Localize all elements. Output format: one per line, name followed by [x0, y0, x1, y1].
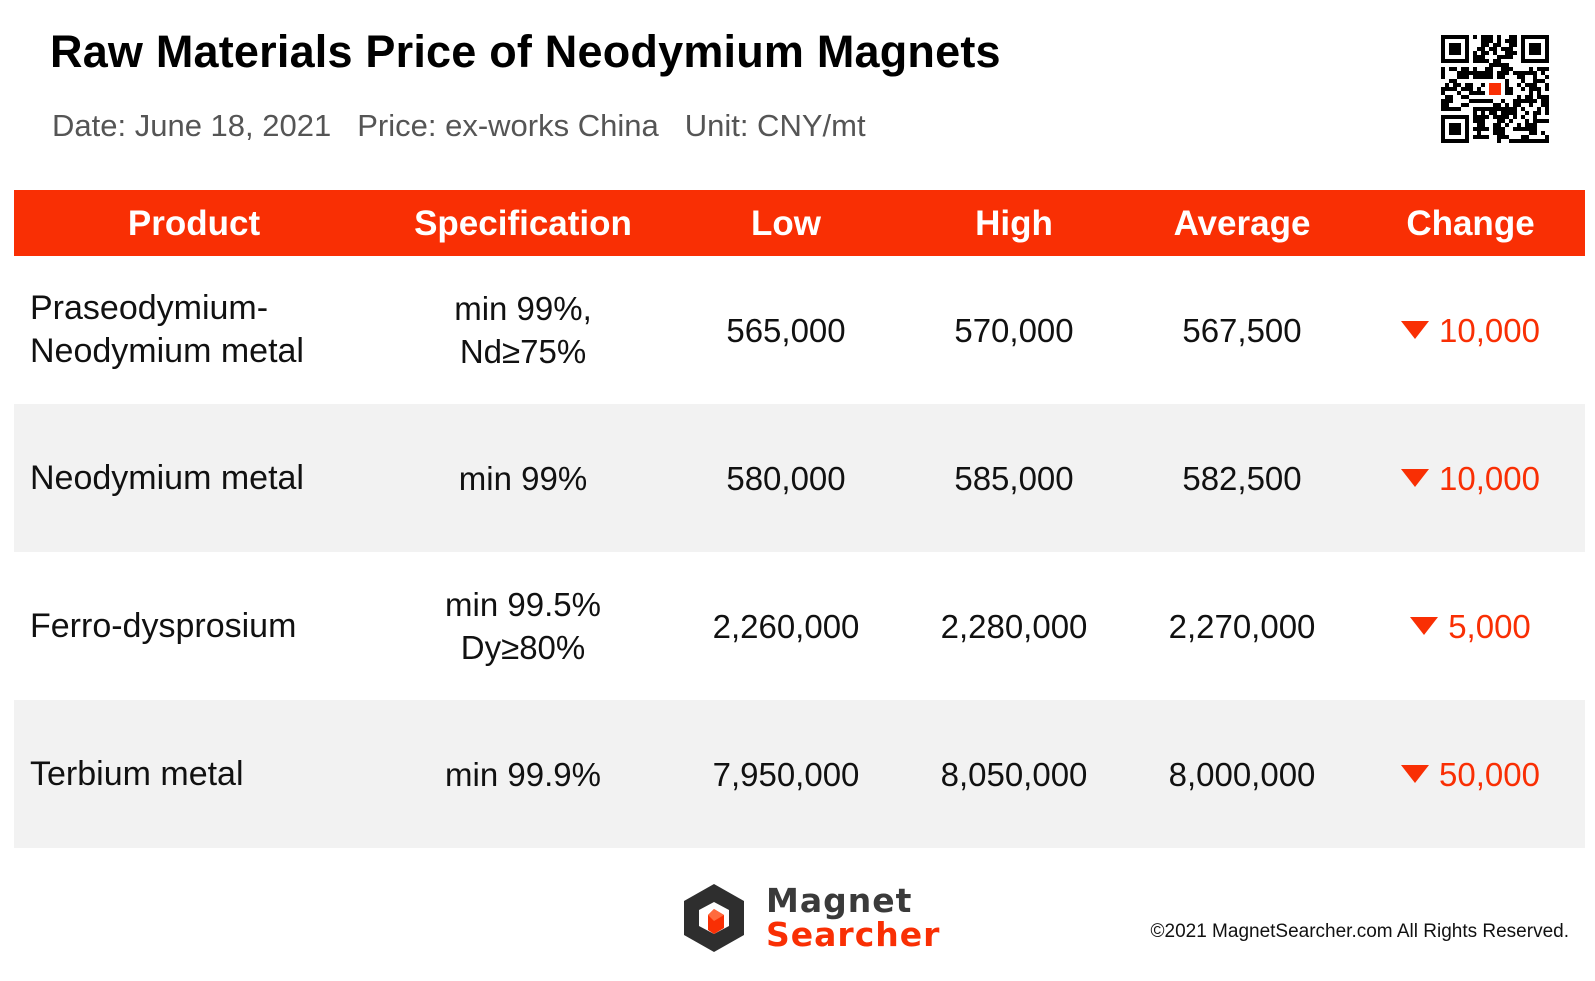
change-cell: 10,000: [1356, 309, 1585, 352]
table-row: Praseodymium- Neodymium metal min 99%, Nd…: [14, 256, 1585, 404]
magnet-searcher-logo-icon: [684, 884, 744, 952]
subtitle: Date: June 18, 2021 Price: ex-works China…: [52, 108, 892, 144]
table-header: Product Specification Low High Average C…: [14, 190, 1585, 256]
low-price-cell: 565,000: [726, 311, 846, 349]
table-row: Ferro-dysprosium min 99.5% Dy≥80% 2,260,00…: [14, 552, 1585, 700]
triangle-down-icon: [1401, 469, 1430, 487]
column-header-average: Average: [1173, 203, 1311, 243]
logo-wordmark: Magnet Searcher: [766, 884, 940, 952]
change-value: 5,000: [1448, 607, 1531, 645]
price-table: Product Specification Low High Average C…: [14, 190, 1585, 848]
magnet-searcher-logo: Magnet Searcher: [678, 882, 940, 954]
change-cell: 50,000: [1356, 753, 1585, 796]
page-title: Raw Materials Price of Neodymium Magnets: [50, 26, 1001, 77]
change-cell: 5,000: [1356, 605, 1585, 648]
high-price-cell: 585,000: [954, 459, 1074, 497]
change-cell: 10,000: [1356, 457, 1585, 500]
specification-cell: min 99.9%: [445, 755, 601, 793]
change-value: 50,000: [1439, 755, 1540, 793]
average-price-cell: 2,270,000: [1168, 607, 1316, 645]
column-header-high: High: [975, 203, 1053, 243]
high-price-cell: 8,050,000: [940, 755, 1088, 793]
table-row: Neodymium metal min 99% 580,000 585,000 582,…: [14, 404, 1585, 552]
product-cell: Terbium metal: [30, 754, 244, 793]
column-header-product: Product: [127, 203, 261, 243]
triangle-down-icon: [1401, 321, 1430, 339]
column-header-low: Low: [751, 203, 821, 243]
high-price-cell: 2,280,000: [940, 607, 1088, 645]
change-value: 10,000: [1439, 459, 1540, 497]
low-price-cell: 2,260,000: [712, 607, 860, 645]
triangle-down-icon: [1410, 617, 1439, 635]
high-price-cell: 570,000: [954, 311, 1074, 349]
average-price-cell: 8,000,000: [1168, 755, 1316, 793]
average-price-cell: 567,500: [1182, 311, 1302, 349]
change-value: 10,000: [1439, 311, 1540, 349]
low-price-cell: 7,950,000: [712, 755, 860, 793]
date-label: Date: June 18, 2021: [52, 108, 332, 143]
logo-line-2: Searcher: [766, 915, 941, 954]
product-cell: Praseodymium- Neodymium metal: [30, 289, 304, 370]
unit-label: Unit: CNY/mt: [684, 108, 866, 143]
price-label: Price: ex-works China: [357, 108, 659, 143]
average-price-cell: 582,500: [1182, 459, 1302, 497]
product-cell: Ferro-dysprosium: [30, 606, 297, 645]
copyright-text: ©2021 MagnetSearcher.com All Rights Rese…: [1150, 921, 1570, 942]
qr-code-icon: [1441, 35, 1549, 143]
product-cell: Neodymium metal: [30, 458, 304, 497]
column-header-change: Change: [1406, 203, 1535, 243]
specification-cell: min 99%, Nd≥75%: [454, 290, 592, 370]
table-row: Terbium metal min 99.9% 7,950,000 8,050,000…: [14, 700, 1585, 848]
specification-cell: min 99.5% Dy≥80%: [445, 586, 601, 666]
column-header-specification: Specification: [414, 203, 632, 243]
triangle-down-icon: [1401, 765, 1430, 783]
logo-line-1: Magnet: [766, 881, 913, 920]
low-price-cell: 580,000: [726, 459, 846, 497]
specification-cell: min 99%: [458, 459, 588, 497]
